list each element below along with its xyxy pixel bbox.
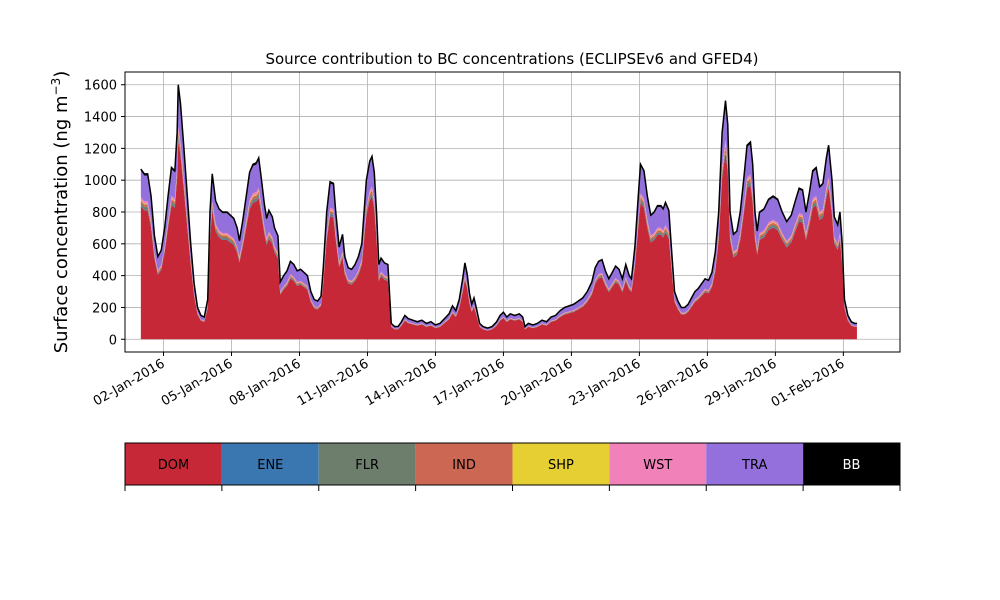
legend-label: DOM [158,458,189,473]
y-tick-label: 800 [92,206,117,221]
legend-label: BB [843,458,861,473]
y-tick-label: 1000 [84,174,117,189]
legend-label: FLR [355,458,379,473]
legend-swatch-tra [706,443,804,485]
y-tick-label: 1200 [84,142,117,157]
y-tick-label: 600 [92,238,117,253]
legend-swatch-bb [803,443,900,485]
legend-label: ENE [257,458,283,473]
chart-title: Source contribution to BC concentrations… [265,50,758,68]
y-axis-label-close: ) [51,71,72,78]
y-tick-label: 400 [92,270,117,285]
y-tick-label: 0 [109,333,117,348]
legend-swatch-ind [415,443,513,485]
series-area-dom [140,140,857,340]
y-tick-label: 1400 [84,111,117,126]
y-axis-label-sup: −3 [49,78,63,96]
legend-swatch-flr [318,443,416,485]
series-group [140,84,857,340]
legend-swatch-wst [609,443,707,485]
legend-swatch-dom [125,443,222,485]
legend-label: SHP [548,458,574,473]
legend-swatch-shp [512,443,610,485]
total-line-group [140,84,857,329]
y-axis-label: Surface concentration (ng m−3) [49,71,72,354]
y-tick-label: 1600 [84,79,117,94]
y-tick-label: 200 [92,301,117,316]
legend-label: WST [643,458,672,473]
legend-label: TRA [741,458,767,473]
total-line [140,84,857,329]
legend-label: IND [452,458,476,473]
legend: DOM ENE FLR IND SHP WST TRA BB [124,442,901,491]
legend-swatch-ene [221,443,319,485]
y-axis-label-main: Surface concentration (ng m [51,95,72,353]
